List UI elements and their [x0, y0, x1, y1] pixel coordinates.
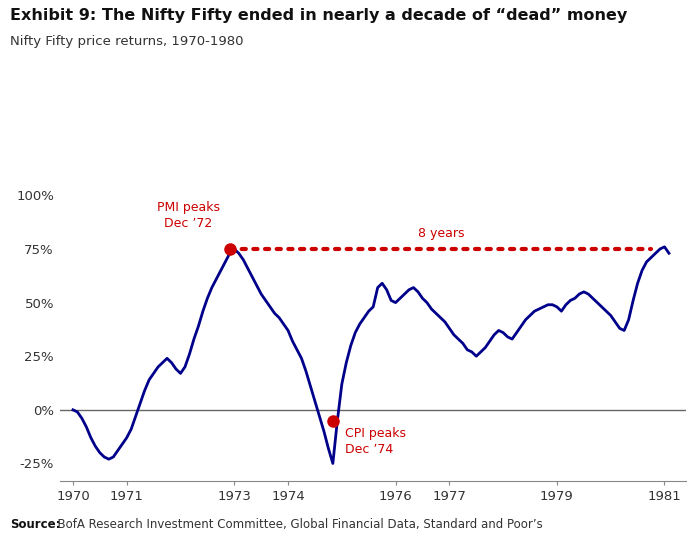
Text: 8 years: 8 years — [418, 227, 465, 240]
Text: CPI peaks
Dec ’74: CPI peaks Dec ’74 — [344, 427, 405, 456]
Text: BofA Research Investment Committee, Global Financial Data, Standard and Poor’s: BofA Research Investment Committee, Glob… — [50, 518, 543, 531]
Text: Source:: Source: — [10, 518, 61, 531]
Text: PMI peaks
Dec ’72: PMI peaks Dec ’72 — [157, 201, 220, 230]
Text: Exhibit 9: The Nifty Fifty ended in nearly a decade of “dead” money: Exhibit 9: The Nifty Fifty ended in near… — [10, 8, 628, 23]
Text: Nifty Fifty price returns, 1970-1980: Nifty Fifty price returns, 1970-1980 — [10, 35, 244, 48]
